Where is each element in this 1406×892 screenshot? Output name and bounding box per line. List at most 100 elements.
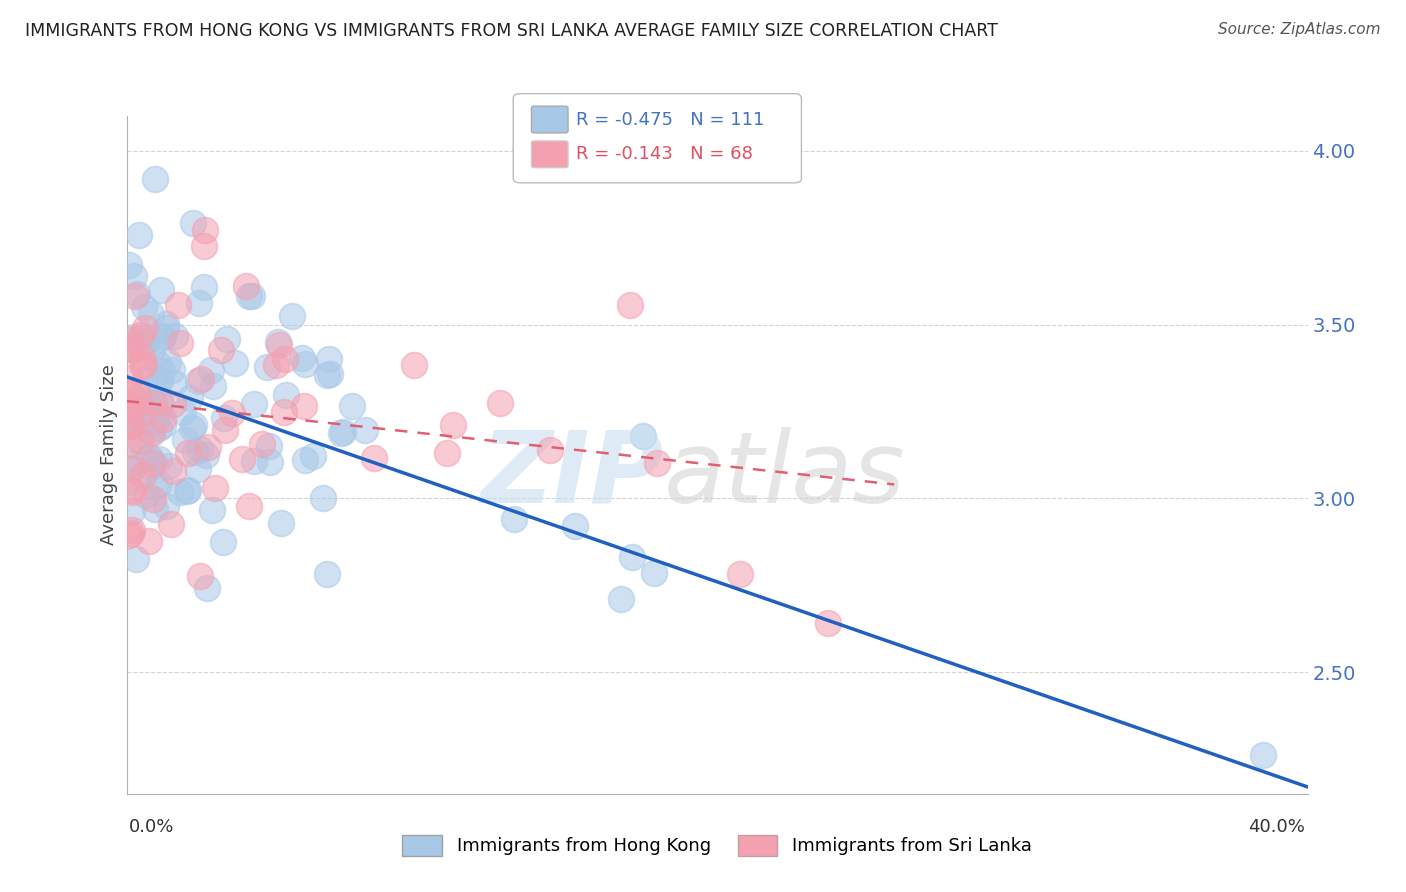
Point — [195, 581, 218, 595]
Point — [139, 307, 162, 321]
Text: atlas: atlas — [664, 426, 905, 524]
Point — [118, 384, 141, 399]
Point — [124, 289, 146, 303]
Point — [155, 320, 177, 334]
Point — [214, 410, 236, 425]
Point — [143, 502, 166, 516]
Point — [243, 397, 266, 411]
Point — [121, 341, 143, 355]
Point — [138, 450, 160, 464]
Point — [292, 399, 315, 413]
Point — [132, 467, 155, 482]
Point — [120, 461, 142, 475]
Point — [118, 527, 141, 541]
Point — [332, 425, 354, 439]
Point — [631, 429, 654, 443]
Point — [188, 569, 211, 583]
Point — [131, 349, 153, 363]
Point — [125, 383, 148, 397]
Point — [197, 440, 219, 454]
Point — [214, 423, 236, 437]
Point — [340, 399, 363, 413]
Point — [160, 362, 183, 376]
Point — [270, 516, 292, 530]
Point — [122, 343, 145, 358]
Point — [273, 405, 295, 419]
Point — [354, 424, 377, 438]
Point — [221, 406, 243, 420]
Point — [194, 223, 217, 237]
Point — [118, 407, 141, 421]
Point — [142, 457, 165, 471]
Point — [128, 434, 150, 448]
Point — [118, 395, 141, 409]
Point — [269, 338, 291, 352]
Point — [645, 456, 668, 470]
Point — [120, 483, 142, 498]
Point — [142, 492, 165, 507]
Point — [135, 394, 157, 409]
Point — [291, 351, 314, 365]
Point — [404, 358, 426, 372]
Point — [132, 300, 155, 314]
Point — [152, 417, 174, 432]
Point — [643, 566, 665, 581]
Point — [259, 455, 281, 469]
Point — [609, 592, 631, 607]
Point — [256, 360, 278, 375]
Point — [122, 268, 145, 283]
Point — [224, 356, 246, 370]
Point — [202, 378, 225, 392]
Point — [135, 488, 157, 502]
Point — [118, 475, 141, 490]
Point — [176, 483, 198, 498]
Point — [155, 499, 177, 513]
Text: 40.0%: 40.0% — [1249, 818, 1305, 836]
Text: R = -0.475   N = 111: R = -0.475 N = 111 — [576, 111, 765, 128]
Point — [155, 318, 177, 332]
Point — [138, 533, 160, 548]
Legend: Immigrants from Hong Kong, Immigrants from Sri Lanka: Immigrants from Hong Kong, Immigrants fr… — [395, 828, 1039, 863]
Text: IMMIGRANTS FROM HONG KONG VS IMMIGRANTS FROM SRI LANKA AVERAGE FAMILY SIZE CORRE: IMMIGRANTS FROM HONG KONG VS IMMIGRANTS … — [25, 22, 998, 40]
Point — [131, 358, 153, 372]
Point — [143, 478, 166, 492]
Point — [121, 484, 143, 499]
Point — [184, 444, 207, 458]
Point — [152, 412, 174, 426]
Point — [316, 566, 339, 581]
Point — [187, 374, 209, 388]
Point — [204, 481, 226, 495]
Text: R = -0.143   N = 68: R = -0.143 N = 68 — [576, 145, 754, 163]
Point — [231, 452, 253, 467]
Point — [169, 484, 191, 499]
Point — [215, 332, 238, 346]
Point — [127, 286, 149, 301]
Point — [190, 372, 212, 386]
Point — [141, 459, 163, 474]
Point — [120, 456, 142, 470]
Point — [193, 279, 215, 293]
Point — [176, 483, 198, 498]
Point — [132, 358, 155, 372]
Point — [238, 499, 260, 513]
Point — [120, 342, 142, 356]
Point — [172, 405, 194, 419]
Point — [181, 216, 204, 230]
Point — [156, 355, 179, 369]
Point — [120, 526, 142, 541]
Text: ZIP: ZIP — [481, 426, 664, 524]
Point — [728, 567, 751, 582]
Point — [134, 321, 156, 335]
Point — [538, 443, 561, 458]
Point — [141, 426, 163, 441]
Point — [209, 343, 232, 357]
Point — [503, 512, 526, 526]
Point — [143, 172, 166, 186]
Point — [152, 364, 174, 378]
Point — [169, 335, 191, 350]
Point — [257, 439, 280, 453]
Point — [146, 357, 169, 371]
Point — [621, 550, 644, 565]
Point — [128, 394, 150, 409]
Point — [150, 330, 173, 344]
